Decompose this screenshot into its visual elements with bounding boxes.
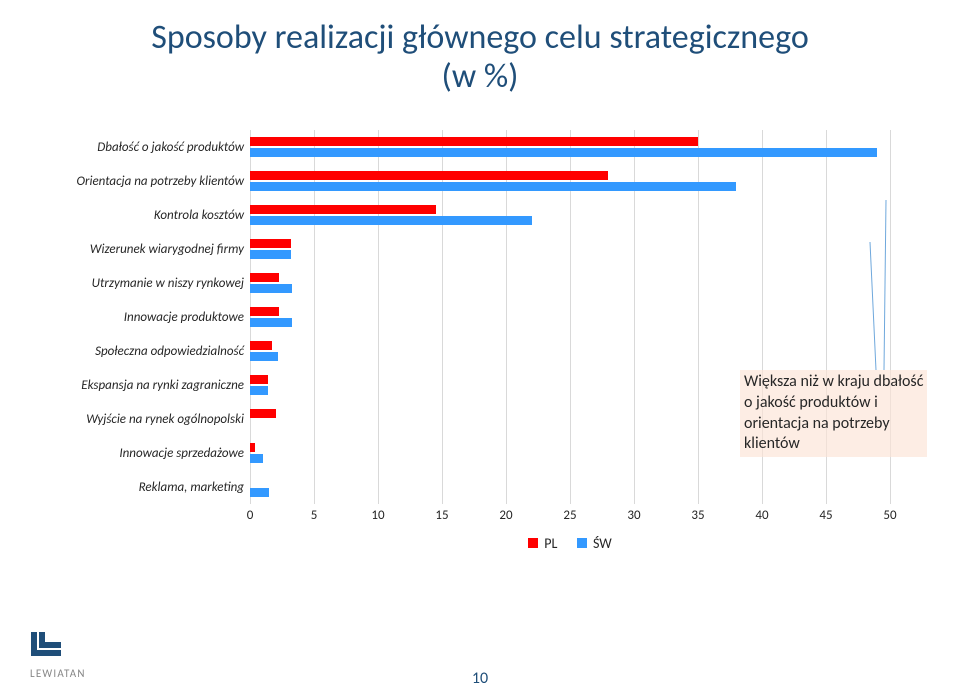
- legend-item-sw: ŚW: [577, 535, 612, 552]
- callout-line: Większa niż w kraju dbałość: [744, 372, 923, 393]
- bar-św: [250, 386, 268, 395]
- x-tick: 40: [755, 508, 768, 523]
- y-label: Innowacje sprzedażowe: [34, 436, 250, 470]
- x-tick: 25: [563, 508, 576, 523]
- y-axis-labels: Dbałość o jakość produktówOrientacja na …: [34, 130, 250, 504]
- x-tick: 5: [311, 508, 318, 523]
- bar-pl: [250, 239, 291, 248]
- bar-św: [250, 284, 292, 293]
- y-label: Wizerunek wiarygodnej firmy: [34, 232, 250, 266]
- chart-title: Sposoby realizacji głównego celu strateg…: [34, 18, 926, 96]
- bar-św: [250, 148, 877, 157]
- bar-pl: [250, 205, 436, 214]
- y-label: Wyjście na rynek ogólnopolski: [34, 402, 250, 436]
- callout-line: klientów: [744, 434, 923, 455]
- bar-pl: [250, 341, 272, 350]
- bar-pl: [250, 375, 268, 384]
- bar-pl: [250, 443, 255, 452]
- legend: PL ŚW: [250, 534, 890, 553]
- x-tick: 20: [499, 508, 512, 523]
- y-label: Utrzymanie w niszy rynkowej: [34, 266, 250, 300]
- y-label: Ekspansja na rynki zagraniczne: [34, 368, 250, 402]
- x-tick: 35: [691, 508, 704, 523]
- bar-św: [250, 216, 532, 225]
- x-tick: 0: [247, 508, 254, 523]
- legend-label-sw: ŚW: [593, 535, 612, 552]
- legend-swatch-sw: [577, 538, 587, 548]
- x-tick: 50: [883, 508, 896, 523]
- page-number: 10: [0, 669, 960, 688]
- y-label: Orientacja na potrzeby klientów: [34, 164, 250, 198]
- title-line-1: Sposoby realizacji głównego celu strateg…: [34, 18, 926, 57]
- x-tick: 45: [819, 508, 832, 523]
- bar-pl: [250, 409, 276, 418]
- bar-św: [250, 454, 263, 463]
- legend-label-pl: PL: [544, 535, 557, 552]
- y-label: Kontrola kosztów: [34, 198, 250, 232]
- callout-line: o jakość produktów i: [744, 393, 923, 414]
- bar-pl: [250, 171, 608, 180]
- bar-pl: [250, 137, 698, 146]
- legend-item-pl: PL: [528, 535, 557, 552]
- legend-swatch-pl: [528, 538, 538, 548]
- bar-św: [250, 488, 269, 497]
- x-tick: 30: [627, 508, 640, 523]
- x-tick: 10: [371, 508, 384, 523]
- bar-św: [250, 318, 292, 327]
- y-label: Dbałość o jakość produktów: [34, 130, 250, 164]
- bar-św: [250, 352, 278, 361]
- callout-line: orientacja na potrzeby: [744, 414, 923, 435]
- y-label: Reklama, marketing: [34, 470, 250, 504]
- callout-box: Większa niż w kraju dbałość o jakość pro…: [740, 370, 927, 457]
- bar-św: [250, 250, 291, 259]
- title-line-2: (w %): [34, 57, 926, 96]
- y-label: Społeczna odpowiedzialność: [34, 334, 250, 368]
- x-tick: 15: [435, 508, 448, 523]
- x-axis: 05101520253035404550: [250, 504, 890, 526]
- bar-pl: [250, 273, 279, 282]
- bar-św: [250, 182, 736, 191]
- bar-pl: [250, 307, 279, 316]
- y-label: Innowacje produktowe: [34, 300, 250, 334]
